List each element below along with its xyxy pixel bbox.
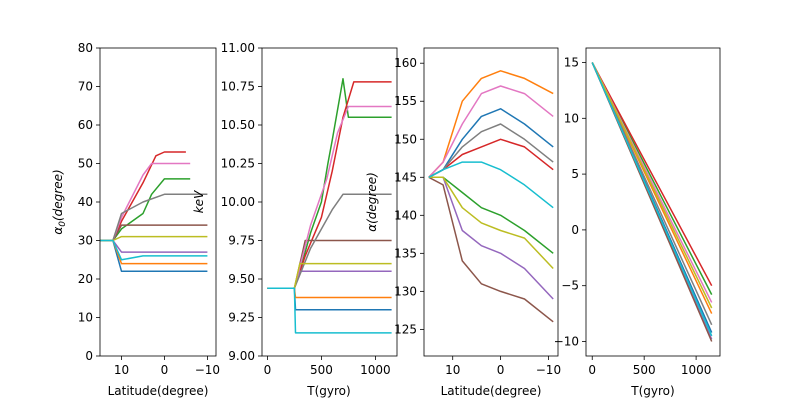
panel-2-xtick-label: 1000	[360, 363, 391, 377]
panel-4-ytick-label: −5	[561, 279, 579, 293]
panel-3-ytick-label: 145	[394, 170, 417, 184]
panel-3-xtick-label: 0	[497, 363, 505, 377]
panel-2-ticks: 0 500 1000 9.00 9.25 9.50 9.75 10.00 10.25 10.50 1…	[221, 41, 391, 377]
panel-1-ytick-label: 60	[78, 118, 93, 132]
panel-1-ytick-label: 40	[78, 195, 93, 209]
panel-3-ylabel-unit: (degree)	[365, 172, 379, 224]
panel-1-xtick-label: −10	[195, 363, 220, 377]
panel-2: 0 500 1000 9.00 9.25 9.50 9.75 10.00 10.25 10.50 1…	[192, 41, 398, 398]
panel-1-ytick-label: 50	[78, 157, 93, 171]
panel-3-ytick-label: 130	[394, 284, 417, 298]
panel-3-series	[428, 70, 554, 323]
panel-2-ylabel: keV	[192, 190, 206, 213]
panel-1-xlabel: Latitude(degree)	[108, 384, 209, 398]
panel-1: 10 0 −10 0 10 20 30 40 50 60 70 80 Latitude(degree)…	[51, 41, 220, 398]
panel-4-series-line-9	[591, 62, 713, 309]
panel-2-series-line-10	[267, 287, 392, 334]
panel-4-ytick-label: 0	[571, 223, 579, 237]
panel-1-ylabel: α0(degree)	[51, 169, 68, 234]
panel-4-ytick-label: 15	[564, 56, 579, 70]
panel-1-ylabel-symbol: α	[51, 227, 65, 235]
panel-4-series	[591, 62, 713, 342]
panel-2-ytick-label: 9.75	[228, 234, 255, 248]
panel-2-ytick-label: 10.75	[221, 80, 255, 94]
panel-1-ytick-label: 20	[78, 272, 93, 286]
panel-2-xtick-label: 0	[264, 363, 272, 377]
panel-3-xtick-label: −10	[536, 363, 561, 377]
panel-1-ytick-label: 70	[78, 80, 93, 94]
panel-4-series-line-4	[591, 62, 713, 287]
panel-1-xtick-label: 10	[114, 363, 129, 377]
panel-2-xlabel: T(gyro)	[306, 384, 350, 398]
panel-2-ytick-label: 10.50	[221, 118, 255, 132]
panel-4: 0 500 1000 −10 −5 0 5 10 15 T(gyro)	[554, 47, 721, 398]
panel-1-ticks: 10 0 −10 0 10 20 30 40 50 60 70 80	[78, 41, 220, 377]
panel-3-ytick-label: 160	[394, 56, 417, 70]
panel-3-series-line-7	[428, 85, 554, 178]
panel-4-ytick-label: 5	[571, 167, 579, 181]
panel-3-ylabel-symbol: α	[365, 224, 379, 232]
panel-4-xtick-label: 0	[588, 363, 596, 377]
panel-1-series-line-10	[100, 239, 208, 261]
panel-3-ytick-label: 135	[394, 246, 417, 260]
panel-4-ytick-label: 10	[564, 111, 579, 125]
panel-3: 10 0 −10 125 130 135 140 145 150 155 160 Latitude(…	[365, 47, 561, 398]
panel-3-series-line-6	[428, 176, 554, 323]
panel-4-xtick-label: 1000	[681, 363, 712, 377]
panel-3-series-line-9	[428, 176, 554, 270]
panel-4-series-line-10	[591, 62, 713, 337]
panel-2-series	[267, 78, 392, 334]
panel-4-xtick-label: 500	[633, 363, 656, 377]
panel-4-ticks: 0 500 1000 −10 −5 0 5 10 15	[554, 56, 712, 377]
panel-1-xtick-label: 0	[161, 363, 169, 377]
panel-1-ylabel-unit: (degree)	[51, 169, 65, 221]
panel-2-ytick-label: 11.00	[221, 41, 255, 55]
panel-3-frame	[423, 47, 559, 357]
panel-2-ytick-label: 10.00	[221, 195, 255, 209]
panel-1-ytick-label: 10	[78, 311, 93, 325]
panel-2-ytick-label: 10.25	[221, 157, 255, 171]
panel-2-xtick-label: 500	[310, 363, 333, 377]
panel-3-ytick-label: 150	[394, 132, 417, 146]
panel-3-ylabel: α(degree)	[365, 172, 379, 232]
panel-3-ticks: 10 0 −10 125 130 135 140 145 150 155 160	[394, 56, 561, 377]
panel-3-xlabel: Latitude(degree)	[441, 384, 542, 398]
panel-2-ytick-label: 9.50	[228, 272, 255, 286]
panel-3-xtick-label: 10	[445, 363, 460, 377]
panel-3-series-line-10	[428, 161, 554, 209]
panel-4-ytick-label: −10	[554, 334, 579, 348]
panel-1-ytick-label: 0	[85, 349, 93, 363]
panel-3-ytick-label: 125	[394, 322, 417, 336]
panel-1-ytick-label: 30	[78, 234, 93, 248]
panel-4-xlabel: T(gyro)	[630, 384, 674, 398]
panel-4-frame	[585, 47, 721, 357]
panel-2-ytick-label: 9.00	[228, 349, 255, 363]
panel-2-ytick-label: 9.25	[228, 311, 255, 325]
panel-1-series	[100, 151, 208, 273]
panel-1-ytick-label: 80	[78, 41, 93, 55]
panel-3-ytick-label: 140	[394, 208, 417, 222]
panel-3-ytick-label: 155	[394, 94, 417, 108]
panel-1-ylabel-subscript: 0	[58, 221, 68, 227]
